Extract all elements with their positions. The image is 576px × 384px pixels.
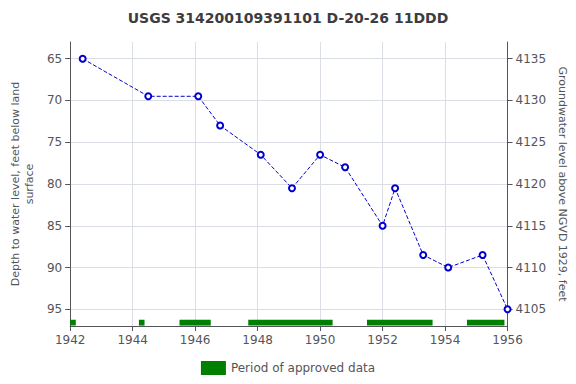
svg-text:1942: 1942 — [55, 333, 86, 347]
svg-text:4110: 4110 — [516, 261, 547, 275]
svg-text:70: 70 — [47, 93, 62, 107]
svg-text:4130: 4130 — [516, 93, 547, 107]
svg-text:65: 65 — [47, 52, 62, 66]
svg-text:4120: 4120 — [516, 177, 547, 191]
svg-text:90: 90 — [47, 261, 62, 275]
svg-text:75: 75 — [47, 135, 62, 149]
svg-text:1950: 1950 — [305, 333, 336, 347]
svg-text:1954: 1954 — [430, 333, 461, 347]
svg-text:4115: 4115 — [516, 219, 547, 233]
svg-text:USGS 314200109391101 D-20-26 1: USGS 314200109391101 D-20-26 11DDD — [128, 10, 449, 26]
svg-text:Depth to water level, feet bel: Depth to water level, feet below land — [9, 82, 22, 287]
svg-text:4135: 4135 — [516, 52, 547, 66]
svg-text:1952: 1952 — [367, 333, 398, 347]
svg-text:Period of approved data: Period of approved data — [231, 361, 375, 375]
svg-text:1956: 1956 — [492, 333, 523, 347]
svg-text:Groundwater level above NGVD 1: Groundwater level above NGVD 1929, feet — [556, 66, 569, 302]
svg-text:surface: surface — [23, 163, 36, 204]
svg-text:1944: 1944 — [117, 333, 148, 347]
svg-text:1948: 1948 — [242, 333, 273, 347]
svg-text:4105: 4105 — [516, 302, 547, 316]
svg-text:1946: 1946 — [180, 333, 211, 347]
svg-text:85: 85 — [47, 219, 62, 233]
svg-text:4125: 4125 — [516, 135, 547, 149]
svg-text:80: 80 — [47, 177, 62, 191]
svg-text:95: 95 — [47, 302, 62, 316]
